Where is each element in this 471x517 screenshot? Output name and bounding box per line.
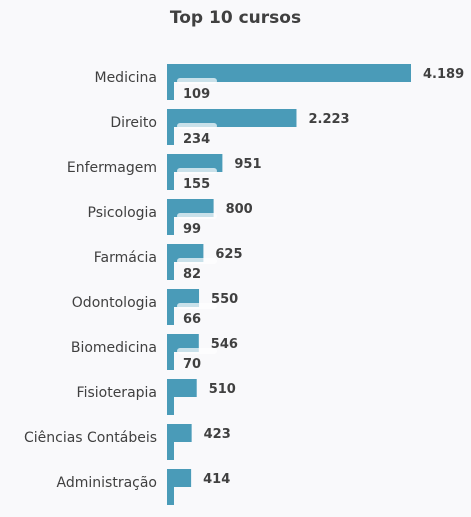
value-label-halo [177, 168, 217, 174]
category-label: Ciências Contábeis [24, 430, 157, 446]
value-label: 510 [209, 382, 236, 397]
value-label-halo [177, 258, 217, 264]
value-label: 414 [203, 472, 230, 487]
value-label-secondary: 66 [183, 312, 201, 327]
value-label-halo [177, 348, 217, 354]
category-label: Enfermagem [67, 160, 157, 176]
value-label: 625 [215, 247, 242, 262]
value-label-secondary: 234 [183, 132, 210, 147]
bar-secondary [167, 397, 174, 415]
category-label: Administração [57, 475, 157, 491]
value-label: 951 [234, 157, 261, 172]
bar-secondary [167, 352, 174, 370]
value-label-secondary: 82 [183, 267, 201, 282]
value-label-halo [177, 303, 217, 309]
value-label-halo [177, 123, 217, 129]
bar-secondary [167, 262, 174, 280]
bar-secondary [167, 217, 174, 235]
bar-main [167, 244, 204, 262]
bar-main [167, 64, 411, 82]
bar-main [167, 109, 297, 127]
value-label: 550 [211, 292, 238, 307]
bar-main [167, 289, 200, 307]
value-label-secondary: 109 [183, 87, 210, 102]
bar-secondary [167, 172, 174, 190]
category-label: Psicologia [88, 205, 157, 221]
bar-secondary [167, 82, 174, 100]
bar-secondary [167, 442, 174, 460]
value-label: 2.223 [308, 112, 349, 127]
category-label: Fisioterapia [77, 385, 157, 401]
value-label-secondary: 99 [183, 222, 201, 237]
bar-main [167, 154, 223, 172]
bar-main [167, 199, 214, 217]
bar-secondary [167, 127, 174, 145]
category-label: Medicina [94, 70, 157, 86]
value-label: 546 [211, 337, 238, 352]
category-label: Farmácia [94, 250, 157, 266]
value-label-secondary: 70 [183, 357, 201, 372]
bar-main [167, 469, 192, 487]
value-label-halo [177, 213, 217, 219]
category-label: Biomedicina [71, 340, 157, 356]
value-label-halo [177, 78, 217, 84]
category-label: Direito [110, 115, 157, 131]
bar-main [167, 424, 192, 442]
value-label-secondary: 155 [183, 177, 210, 192]
bar-main [167, 379, 197, 397]
chart-title: Top 10 cursos [169, 8, 302, 28]
value-label: 423 [204, 427, 231, 442]
bar-secondary [167, 487, 174, 505]
value-label: 800 [226, 202, 253, 217]
bar-main [167, 334, 199, 352]
value-label: 4.189 [423, 67, 464, 82]
category-label: Odontologia [72, 295, 157, 311]
bar-secondary [167, 307, 174, 325]
